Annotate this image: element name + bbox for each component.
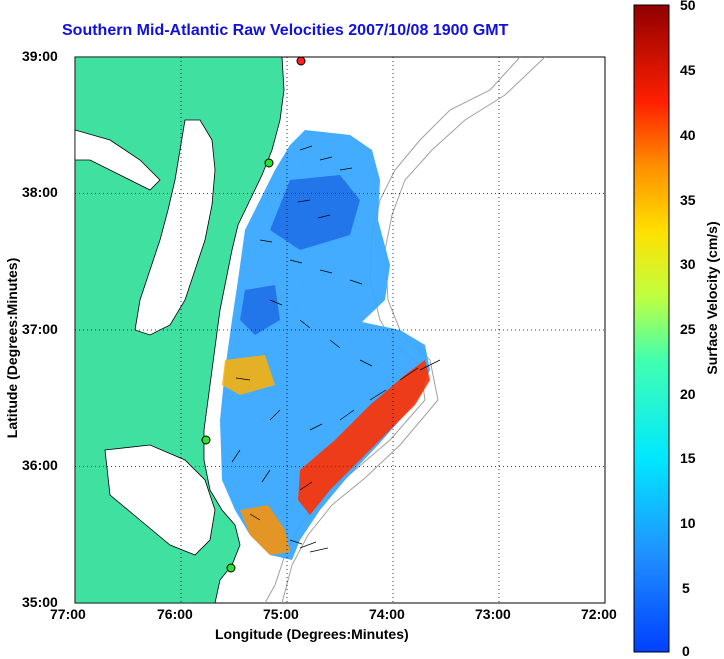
velocity-fast-band (298, 360, 430, 515)
colorbar-tick: 0 (682, 643, 690, 659)
y-tick: 39:00 (22, 48, 58, 64)
colorbar-tick: 25 (680, 321, 696, 337)
radar-site-marker (226, 563, 236, 573)
x-tick: 77:00 (50, 606, 86, 622)
velocity-dark-patch (270, 175, 360, 250)
pamlico-sound (104, 444, 216, 556)
delaware-bay (75, 129, 161, 191)
colorbar-tick: 20 (680, 386, 696, 402)
colorbar-label: Surface Velocity (cm/s) (704, 221, 720, 375)
colorbar (633, 4, 670, 653)
y-tick: 38:00 (22, 184, 58, 200)
colorbar-tick: 5 (682, 580, 690, 596)
radar-site-marker (201, 435, 211, 445)
radar-site-marker (296, 57, 306, 66)
x-tick: 74:00 (369, 606, 405, 622)
map-title: Southern Mid-Atlantic Raw Velocities 200… (62, 22, 509, 39)
velocity-arrows (231, 145, 441, 553)
colorbar-tick: 30 (680, 256, 696, 272)
velocity-mid-band (222, 355, 275, 395)
y-tick: 37:00 (22, 321, 58, 337)
x-tick: 72:00 (581, 606, 617, 622)
velocity-mid-band (240, 505, 290, 555)
y-axis-label: Latitude (Degrees:Minutes) (4, 257, 20, 439)
colorbar-tick: 15 (680, 450, 696, 466)
velocity-field (220, 130, 430, 560)
x-tick: 73:00 (475, 606, 511, 622)
x-axis-label: Longitude (Degrees:Minutes) (215, 626, 409, 642)
x-tick: 76:00 (157, 606, 193, 622)
radar-site-marker (264, 158, 274, 168)
colorbar-tick: 50 (680, 0, 696, 13)
velocity-dark-patch (240, 285, 280, 335)
y-tick: 36:00 (22, 457, 58, 473)
grid-lines (75, 57, 605, 603)
colorbar-tick: 35 (680, 192, 696, 208)
colorbar-tick: 10 (680, 515, 696, 531)
colorbar-tick: 40 (680, 127, 696, 143)
colorbar-tick: 45 (680, 62, 696, 78)
y-tick: 35:00 (22, 594, 58, 610)
x-tick: 75:00 (263, 606, 299, 622)
